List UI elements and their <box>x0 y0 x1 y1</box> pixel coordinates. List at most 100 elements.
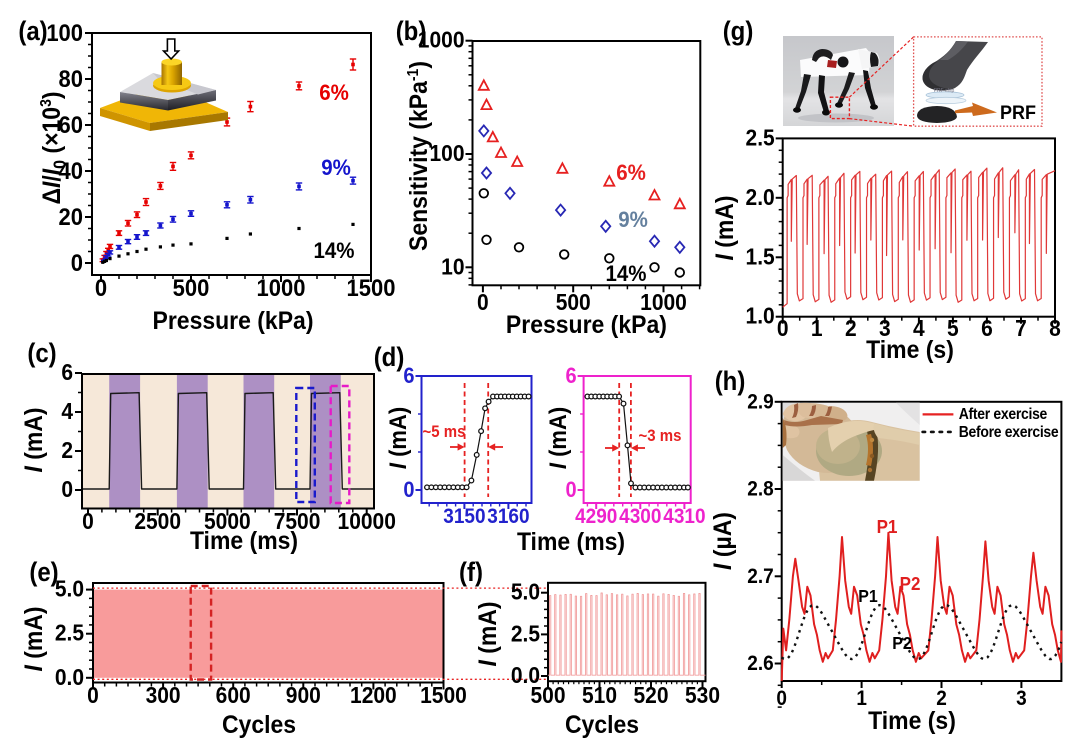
svg-text:Pressure (kPa): Pressure (kPa) <box>153 307 314 335</box>
svg-text:0: 0 <box>403 478 414 502</box>
svg-text:Cycles: Cycles <box>565 711 639 739</box>
svg-text:5000: 5000 <box>204 508 251 534</box>
svg-text:2500: 2500 <box>134 508 181 534</box>
svg-text:500: 500 <box>173 274 210 301</box>
svg-text:~3 ms: ~3 ms <box>639 427 682 445</box>
svg-text:0.0: 0.0 <box>55 664 84 690</box>
svg-text:20: 20 <box>59 203 83 230</box>
svg-text:1000: 1000 <box>418 27 465 53</box>
svg-text:2: 2 <box>61 437 73 463</box>
svg-text:Before exercise: Before exercise <box>959 424 1059 441</box>
svg-text:40: 40 <box>59 157 83 184</box>
svg-text:600: 600 <box>216 682 251 708</box>
svg-text:2: 2 <box>936 687 947 710</box>
svg-text:(e): (e) <box>29 558 58 587</box>
svg-text:500: 500 <box>530 682 565 708</box>
svg-text:Time (ms): Time (ms) <box>190 527 298 555</box>
svg-text:Cycles: Cycles <box>222 711 296 739</box>
svg-text:I (mA): I (mA) <box>544 407 571 469</box>
svg-text:60: 60 <box>59 111 83 138</box>
svg-text:80: 80 <box>59 65 83 92</box>
svg-text:I (mA): I (mA) <box>711 195 739 260</box>
svg-text:Time (s): Time (s) <box>868 707 956 735</box>
svg-text:(c): (c) <box>27 339 56 368</box>
svg-text:4: 4 <box>913 315 925 341</box>
svg-text:Sensitivity (kPa-1): Sensitivity (kPa-1) <box>405 61 433 251</box>
svg-text:9%: 9% <box>321 155 351 180</box>
svg-text:0: 0 <box>61 476 73 502</box>
svg-text:I (mA): I (mA) <box>20 606 48 671</box>
svg-text:520: 520 <box>633 682 668 708</box>
svg-text:2.5: 2.5 <box>55 620 84 646</box>
svg-text:2.5: 2.5 <box>746 124 775 150</box>
svg-text:300: 300 <box>146 682 181 708</box>
svg-text:1.0: 1.0 <box>746 303 775 329</box>
svg-text:6: 6 <box>403 364 414 388</box>
svg-text:4290: 4290 <box>575 505 617 528</box>
svg-text:(h): (h) <box>715 367 746 396</box>
svg-text:900: 900 <box>286 682 321 708</box>
svg-text:PRF: PRF <box>1000 102 1036 124</box>
svg-text:~5 ms: ~5 ms <box>423 423 466 441</box>
svg-text:(b): (b) <box>396 17 427 46</box>
svg-text:0: 0 <box>95 274 107 301</box>
svg-text:0: 0 <box>777 315 789 341</box>
svg-text:1: 1 <box>856 687 867 710</box>
svg-text:14%: 14% <box>313 238 354 263</box>
svg-text:100: 100 <box>429 140 464 166</box>
svg-text:After exercise: After exercise <box>959 406 1047 423</box>
svg-text:6: 6 <box>981 315 993 341</box>
svg-text:3150: 3150 <box>443 505 485 528</box>
svg-text:(f): (f) <box>459 558 483 587</box>
svg-text:0.0: 0.0 <box>511 662 540 688</box>
svg-text:P2: P2 <box>892 633 912 653</box>
svg-text:6: 6 <box>565 364 576 388</box>
svg-text:2.5: 2.5 <box>511 620 540 646</box>
svg-text:Time (s): Time (s) <box>866 336 954 364</box>
svg-text:I (mA): I (mA) <box>20 407 48 472</box>
svg-text:0: 0 <box>87 682 99 708</box>
svg-text:100: 100 <box>46 19 83 46</box>
svg-text:6%: 6% <box>319 80 349 105</box>
svg-text:2.7: 2.7 <box>747 565 773 588</box>
svg-text:10000: 10000 <box>338 508 396 534</box>
svg-text:P1: P1 <box>877 516 898 537</box>
svg-text:5: 5 <box>947 315 959 341</box>
svg-text:5.0: 5.0 <box>55 576 84 602</box>
svg-text:0: 0 <box>82 508 94 534</box>
svg-text:2.9: 2.9 <box>747 391 773 414</box>
svg-text:530: 530 <box>685 682 720 708</box>
svg-text:0: 0 <box>71 249 83 276</box>
svg-text:I (mA): I (mA) <box>474 601 502 666</box>
svg-text:PRF chip: PRF chip <box>934 88 955 94</box>
svg-text:2.0: 2.0 <box>746 184 775 210</box>
svg-text:5.0: 5.0 <box>511 579 540 605</box>
svg-text:3: 3 <box>879 315 891 341</box>
svg-text:7: 7 <box>1015 315 1027 341</box>
svg-text:9%: 9% <box>618 207 648 232</box>
svg-text:P2: P2 <box>900 573 921 594</box>
svg-text:3: 3 <box>1016 687 1027 710</box>
svg-text:ΔI/I0 (×103): ΔI/I0 (×103) <box>38 91 70 204</box>
svg-text:1.5: 1.5 <box>746 243 775 269</box>
svg-text:2.8: 2.8 <box>747 478 773 501</box>
svg-text:4300: 4300 <box>619 505 661 528</box>
svg-text:10: 10 <box>441 253 464 279</box>
svg-text:(a): (a) <box>18 17 47 46</box>
svg-text:P1: P1 <box>858 586 878 606</box>
svg-text:1500: 1500 <box>420 682 467 708</box>
svg-text:3160: 3160 <box>487 505 529 528</box>
svg-text:6: 6 <box>61 359 73 385</box>
svg-text:I (µA): I (µA) <box>709 512 737 570</box>
svg-text:1000: 1000 <box>640 289 687 315</box>
svg-text:7500: 7500 <box>274 508 321 534</box>
svg-text:1200: 1200 <box>350 682 397 708</box>
svg-text:2: 2 <box>845 315 857 341</box>
svg-text:1000: 1000 <box>257 274 306 301</box>
svg-text:1500: 1500 <box>347 274 396 301</box>
svg-text:6%: 6% <box>616 160 646 185</box>
svg-text:0: 0 <box>776 687 787 710</box>
svg-text:4310: 4310 <box>663 505 705 528</box>
svg-text:4: 4 <box>61 398 73 424</box>
svg-text:510: 510 <box>582 682 617 708</box>
